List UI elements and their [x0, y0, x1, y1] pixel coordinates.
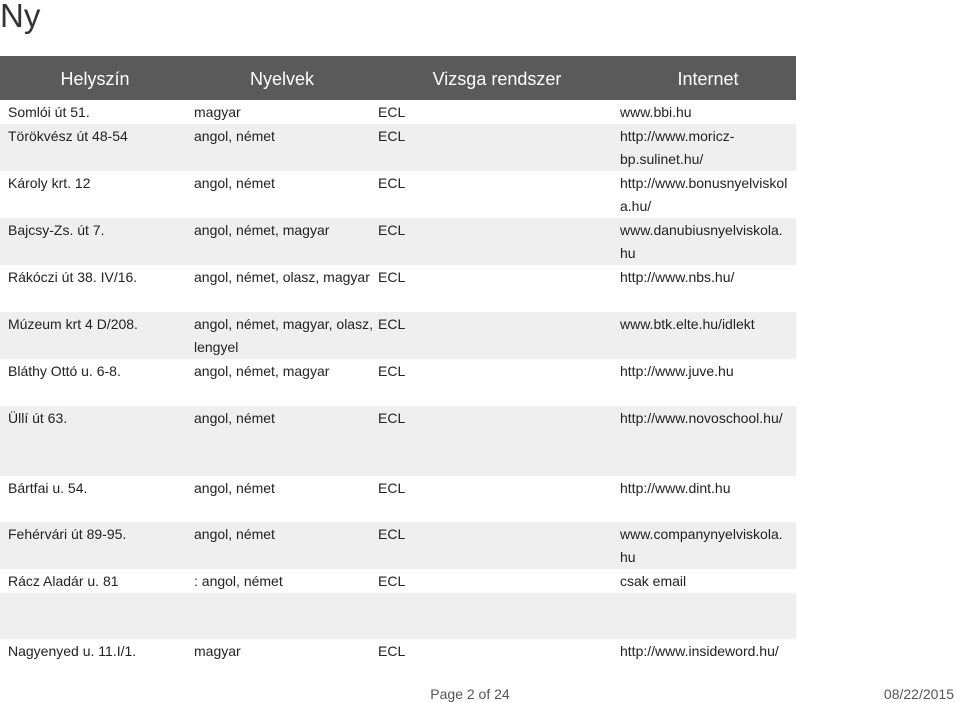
cell-place: [0, 593, 190, 639]
cell-internet: www.bbi.hu: [620, 100, 796, 124]
footer-date: 08/22/2015: [883, 686, 954, 702]
cell-place: Bláthy Ottó u. 6-8.: [0, 359, 190, 406]
cell-exam-system: [374, 593, 620, 639]
table-header: Helyszín Nyelvek Vizsga rendszer Interne…: [0, 56, 796, 100]
cell-internet: csak email: [620, 569, 796, 593]
cell-place: Rákóczi út 38. IV/16.: [0, 265, 190, 312]
cell-place: Múzeum krt 4 D/208.: [0, 312, 190, 359]
cell-languages: angol, német, magyar: [190, 359, 374, 406]
cell-exam-system: ECL: [374, 406, 620, 476]
table-body: Somlói út 51. magyar ECL www.bbi.hu Törö…: [0, 100, 796, 663]
header-languages: Nyelvek: [190, 56, 374, 100]
cell-place: Üllí út 63.: [0, 406, 190, 476]
header-internet: Internet: [620, 56, 796, 100]
cell-internet: [620, 593, 796, 639]
cell-internet: http://www.nbs.hu/: [620, 265, 796, 312]
cell-exam-system: ECL: [374, 265, 620, 312]
cell-internet: http://www.dint.hu: [620, 476, 796, 522]
cell-languages: angol, német, magyar, olasz, lengyel: [190, 312, 374, 359]
cell-internet: http://www.novoschool.hu/: [620, 406, 796, 476]
cell-languages: angol, német: [190, 406, 374, 476]
cell-languages: : angol, német: [190, 569, 374, 593]
cell-internet: http://www.juve.hu: [620, 359, 796, 406]
table-row: Nagyenyed u. 11.I/1. magyar ECL http://w…: [0, 639, 796, 663]
table-row: Bajcsy-Zs. út 7. angol, német, magyar EC…: [0, 218, 796, 265]
cell-exam-system: ECL: [374, 100, 620, 124]
table-row: Károly krt. 12 angol, német ECL http://w…: [0, 171, 796, 218]
header-exam-system: Vizsga rendszer: [374, 56, 620, 100]
cell-languages: angol, német: [190, 476, 374, 522]
cell-place: Rácz Aladár u. 81: [0, 569, 190, 593]
cell-place: Bártfai u. 54.: [0, 476, 190, 522]
cell-place: Nagyenyed u. 11.I/1.: [0, 639, 190, 663]
cell-languages: angol, német: [190, 124, 374, 171]
cell-languages: angol, német: [190, 522, 374, 569]
table-row: Bártfai u. 54. angol, német ECL http://w…: [0, 476, 796, 522]
cell-languages: magyar: [190, 639, 374, 663]
cell-place: Fehérvári út 89-95.: [0, 522, 190, 569]
table-row: Rákóczi út 38. IV/16. angol, német, olas…: [0, 265, 796, 312]
cell-internet: http://www.bonusnyelviskola.hu/: [620, 171, 796, 218]
cell-languages: angol, német, magyar: [190, 218, 374, 265]
cell-languages: magyar: [190, 100, 374, 124]
table-row: Törökvész út 48-54 angol, német ECL http…: [0, 124, 796, 171]
cell-exam-system: ECL: [374, 476, 620, 522]
cell-exam-system: ECL: [374, 218, 620, 265]
cell-exam-system: ECL: [374, 124, 620, 171]
table-row: Bláthy Ottó u. 6-8. angol, német, magyar…: [0, 359, 796, 406]
page-title: Ny: [0, 0, 41, 34]
cell-exam-system: ECL: [374, 569, 620, 593]
table-row: [0, 593, 796, 639]
cell-exam-system: ECL: [374, 171, 620, 218]
cell-exam-system: ECL: [374, 312, 620, 359]
table-row: Múzeum krt 4 D/208. angol, német, magyar…: [0, 312, 796, 359]
cell-languages: angol, német, olasz, magyar: [190, 265, 374, 312]
schools-table: Helyszín Nyelvek Vizsga rendszer Interne…: [0, 56, 796, 663]
header-place: Helyszín: [0, 56, 190, 100]
table-row: Fehérvári út 89-95. angol, német ECL www…: [0, 522, 796, 569]
cell-languages: angol, német: [190, 171, 374, 218]
table-row: Somlói út 51. magyar ECL www.bbi.hu: [0, 100, 796, 124]
cell-place: Bajcsy-Zs. út 7.: [0, 218, 190, 265]
cell-internet: www.danubiusnyelviskola.hu: [620, 218, 796, 265]
cell-exam-system: ECL: [374, 639, 620, 663]
cell-exam-system: ECL: [374, 359, 620, 406]
table-row: Rácz Aladár u. 81 : angol, német ECL csa…: [0, 569, 796, 593]
cell-internet: www.companynyelviskola.hu: [620, 522, 796, 569]
cell-internet: http://www.moricz-bp.sulinet.hu/: [620, 124, 796, 171]
cell-languages: [190, 593, 374, 639]
cell-place: Károly krt. 12: [0, 171, 190, 218]
cell-place: Somlói út 51.: [0, 100, 190, 124]
cell-exam-system: ECL: [374, 522, 620, 569]
table-row: Üllí út 63. angol, német ECL http://www.…: [0, 406, 796, 476]
cell-internet: www.btk.elte.hu/idlekt: [620, 312, 796, 359]
cell-internet: http://www.insideword.hu/: [620, 639, 796, 663]
cell-place: Törökvész út 48-54: [0, 124, 190, 171]
page-indicator: Page 2 of 24: [430, 686, 510, 702]
